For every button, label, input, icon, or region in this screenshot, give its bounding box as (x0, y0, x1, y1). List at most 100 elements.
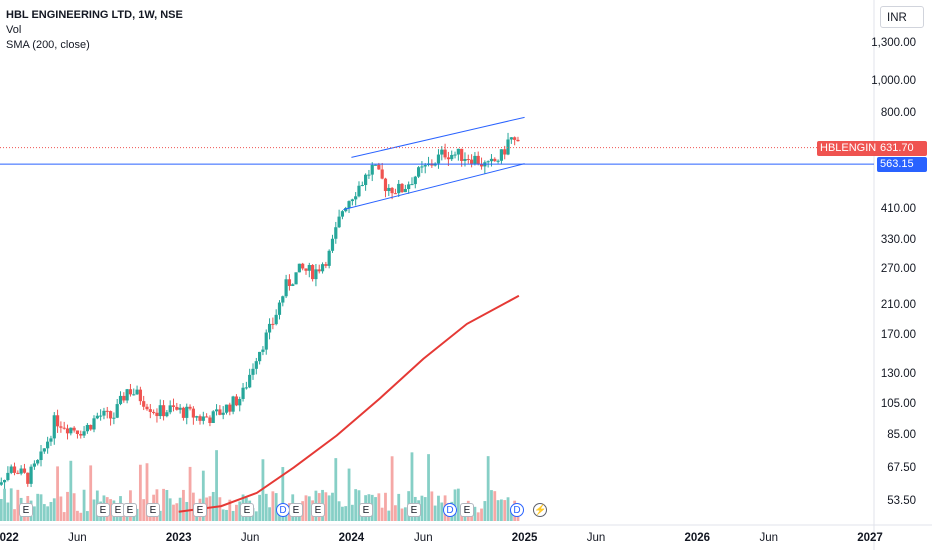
candle-body (403, 189, 407, 193)
candle-body (132, 394, 136, 396)
candle-body (32, 463, 36, 467)
candle-body (291, 284, 295, 286)
volume-bar (182, 489, 185, 521)
volume-bar (440, 502, 444, 521)
dividend-marker[interactable]: D (510, 503, 524, 517)
candle-body (165, 412, 169, 417)
volume-bar (69, 460, 73, 521)
volume-bar (281, 467, 285, 521)
candle-body (218, 409, 222, 415)
candle-body (244, 387, 248, 389)
x-tick-label: Jun (240, 532, 260, 544)
candle-body (89, 424, 93, 430)
symbol-title[interactable]: HBL ENGINEERING LTD, 1W, NSE (6, 9, 183, 21)
candle-body (105, 410, 109, 412)
volume-bar (225, 509, 228, 521)
candle-body (357, 185, 361, 197)
volume-bar (36, 493, 40, 521)
volume-bar (201, 470, 205, 521)
candle-body (373, 164, 378, 166)
volume-bar (76, 510, 79, 521)
earnings-marker[interactable]: E (193, 503, 207, 517)
candle-body (463, 159, 467, 161)
candle-body (59, 426, 63, 428)
volume-bar (486, 456, 490, 521)
earnings-marker[interactable]: E (146, 503, 160, 517)
candle-body (185, 406, 189, 418)
volume-bar (109, 499, 112, 521)
volume-bar (172, 504, 175, 521)
volume-bar (135, 508, 139, 521)
volume-bar (397, 493, 401, 521)
candle-body (509, 137, 513, 140)
volume-bar (473, 506, 477, 521)
earnings-marker[interactable]: E (289, 503, 303, 517)
candle-body (314, 269, 318, 280)
earnings-marker[interactable]: E (123, 503, 137, 517)
volume-bar (16, 489, 20, 521)
volume-bar (307, 496, 311, 521)
candle-body (142, 401, 146, 407)
candle-body (135, 389, 139, 395)
candle-body (152, 411, 156, 413)
volume-bar (387, 510, 391, 521)
candle-body (16, 472, 20, 474)
earnings-marker[interactable]: E (96, 503, 110, 517)
volume-bar (92, 499, 96, 521)
dividend-marker[interactable]: D (276, 503, 290, 517)
channel-lower-line (343, 163, 525, 211)
currency-selector[interactable]: INR (880, 6, 924, 28)
earnings-marker[interactable]: E (19, 503, 33, 517)
x-tick-label: 2025 (511, 532, 538, 544)
candle-body (364, 174, 368, 186)
candle-body (145, 406, 149, 410)
candle-body (350, 199, 354, 202)
symbol-price-tag-value: 631.70 (877, 140, 927, 156)
candle-body (446, 157, 451, 160)
candle-body (453, 154, 457, 156)
candle-body (277, 302, 282, 315)
candle-body (443, 149, 447, 158)
split-marker[interactable]: ⚡ (533, 503, 547, 517)
y-tick-label: 67.50 (887, 461, 916, 474)
x-tick-label: Jun (414, 532, 433, 544)
candle-body (390, 187, 394, 194)
earnings-marker[interactable]: E (240, 503, 254, 517)
channel-upper-line (351, 116, 525, 158)
y-tick-label: 210.00 (880, 298, 916, 311)
candle-body (337, 216, 341, 228)
volume-bar (433, 505, 437, 521)
candle-body (410, 184, 414, 186)
dividend-marker[interactable]: D (443, 503, 457, 517)
legend-vol[interactable]: Vol (6, 24, 22, 36)
volume-bar (221, 509, 225, 521)
earnings-marker[interactable]: E (359, 503, 373, 517)
volume-bar (271, 491, 275, 521)
volume-bar (168, 498, 172, 521)
candle-body (214, 409, 219, 412)
candle-body (49, 438, 53, 442)
candle-body (294, 272, 298, 285)
volume-bar (46, 506, 50, 521)
candle-body (367, 174, 371, 176)
candle-body (486, 161, 490, 163)
legend-sma[interactable]: SMA (200, close) (6, 39, 90, 51)
earnings-marker[interactable]: E (407, 503, 421, 517)
candle-body (496, 160, 500, 162)
candle-body (198, 416, 202, 421)
candle-body (99, 415, 103, 417)
volume-bar (52, 498, 56, 521)
earnings-marker[interactable]: E (460, 503, 474, 517)
volume-bar (264, 493, 268, 521)
volume-bar (62, 512, 66, 521)
candle-body (234, 396, 239, 406)
volume-bar (89, 465, 93, 521)
x-tick-label: 2027 (857, 532, 883, 544)
earnings-marker[interactable]: E (311, 503, 325, 517)
candle-body (320, 264, 325, 272)
volume-bar (331, 492, 334, 521)
candle-body (55, 415, 60, 427)
candle-body (112, 417, 116, 419)
